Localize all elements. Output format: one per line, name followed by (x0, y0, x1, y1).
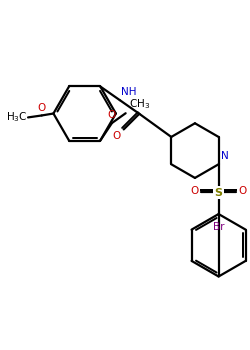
Text: S: S (214, 188, 222, 197)
Text: O: O (108, 110, 116, 120)
Text: O: O (238, 186, 246, 196)
Text: O: O (191, 186, 199, 196)
Text: CH$_3$: CH$_3$ (128, 98, 150, 111)
Text: O: O (112, 131, 121, 141)
Text: Br: Br (213, 222, 224, 232)
Text: O: O (38, 103, 46, 113)
Text: H$_3$C: H$_3$C (6, 111, 27, 124)
Text: NH: NH (121, 87, 136, 97)
Text: N: N (220, 151, 228, 161)
